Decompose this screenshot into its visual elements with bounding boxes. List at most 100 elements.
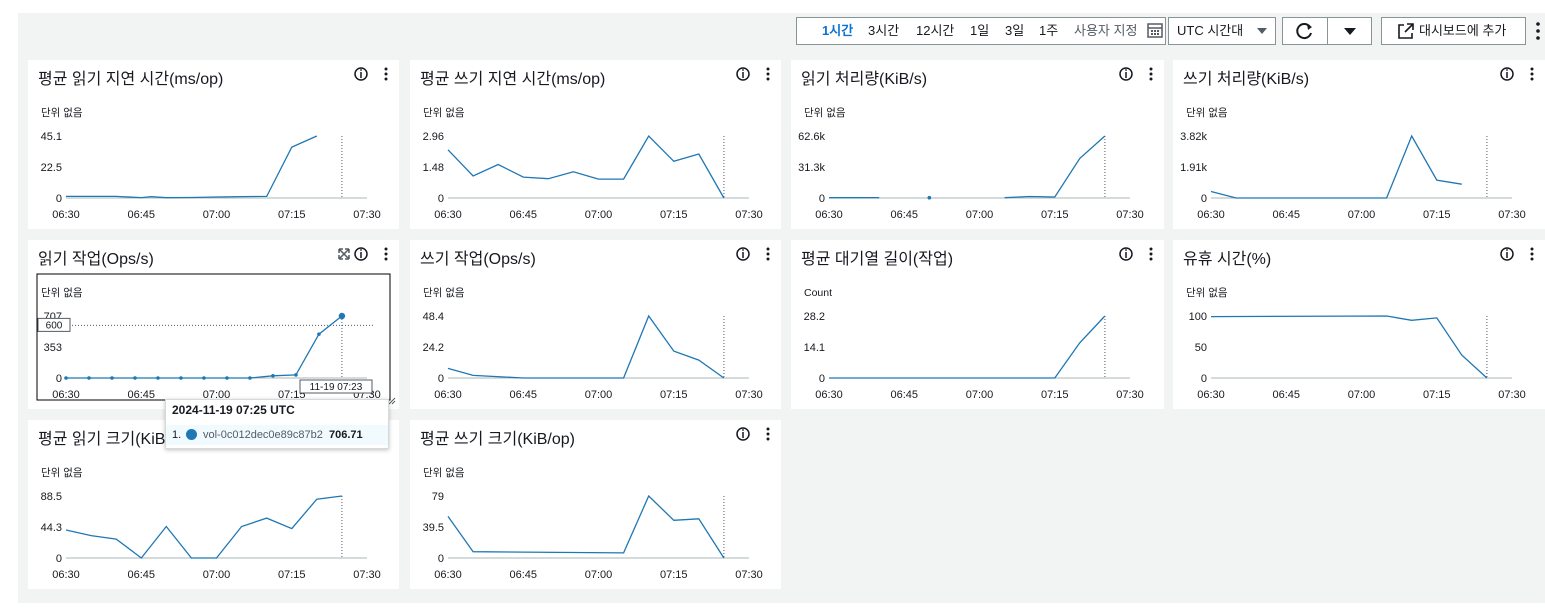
panel-title: 평균 쓰기 크기(KiB/op) [420,431,576,448]
range-custom[interactable]: 사용자 지정 [1074,23,1138,38]
timezone-label: UTC 시간대 [1177,23,1244,38]
panel-title: 쓰기 작업(Ops/s) [420,251,536,268]
y-tick-label: 0 [438,373,444,385]
more-options-icon[interactable] [766,67,770,81]
y-tick-label: 24.2 [423,342,444,354]
x-tick-label: 07:15 [660,389,688,401]
x-tick-label: 07:15 [278,569,306,581]
x-tick-label: 07:15 [660,209,688,221]
add-to-dashboard-button[interactable]: 대시보드에 추가 [1381,17,1526,45]
y-tick-label: 88.5 [41,491,62,503]
panel-title: 읽기 작업(Ops/s) [38,251,154,268]
info-icon[interactable] [354,247,368,261]
expand-icon[interactable] [338,248,350,260]
threshold-label: 600 [46,320,63,331]
panel-title: 평균 읽기 크기(KiB/op) [38,431,194,448]
x-tick-label: 07:30 [353,209,381,221]
x-tick-label: 06:45 [127,569,155,581]
x-tick-label: 06:30 [1197,209,1225,221]
more-options-icon[interactable] [1530,67,1534,81]
x-tick-label: 07:15 [278,209,306,221]
refresh-options-button[interactable] [1328,17,1372,45]
panel-avg-queue-length: Count 28.2 14.1 0 06:30 06:45 07:00 07:15 07:30 평… [791,240,1164,409]
x-tick-label: 07:15 [660,569,688,581]
info-icon[interactable] [1119,67,1133,81]
chart-svg[interactable]: Count 28.2 14.1 0 06:30 06:45 07:00 07:15 07:30 [791,240,1164,409]
panel-write-throughput: 단위 없음 3.82k 1.91k 0 06:30 06:45 07:00 07:15 07:3… [1173,60,1545,229]
threshold-label-box [37,317,71,332]
x-tick-label: 06:45 [127,209,155,221]
range-1d[interactable]: 1일 [970,23,990,38]
range-1h[interactable]: 1시간 [822,23,854,38]
chart-svg[interactable]: 단위 없음 79 39.5 0 06:30 06:45 07:00 07:15 07:30 [410,420,781,589]
unit-label: 단위 없음 [41,286,83,299]
x-tick-label: 07:30 [1116,209,1144,221]
series-point [317,332,321,336]
caret-down-icon [1257,28,1267,34]
info-icon[interactable] [736,427,750,441]
info-icon[interactable] [1500,67,1514,81]
y-tick-label: 0 [56,553,62,565]
x-tick-label: 07:15 [1041,389,1069,401]
series-dot-icon [186,429,197,440]
x-tick-label: 07:30 [1116,389,1144,401]
more-options-icon[interactable] [766,427,770,441]
range-1w[interactable]: 1주 [1039,23,1059,38]
x-tick-label: 07:00 [1348,209,1376,221]
resize-handle-icon[interactable] [388,397,396,405]
tooltip-volume: vol-0c012dec0e89c87b2 [203,429,323,441]
x-tick-label: 07:30 [353,569,381,581]
y-tick-label: 14.1 [804,342,825,354]
y-tick-label: 0 [56,373,62,385]
range-12h[interactable]: 12시간 [916,23,955,38]
x-tick-label: 07:30 [1498,389,1526,401]
panel-title: 읽기 처리량(KiB/s) [801,71,928,88]
timezone-select[interactable]: UTC 시간대 [1168,17,1276,45]
y-tick-label: 3.82k [1180,131,1207,143]
chart-svg[interactable]: 단위 없음 3.82k 1.91k 0 06:30 06:45 07:00 07:15 07:3… [1173,60,1545,229]
refresh-icon [1296,23,1312,40]
series-line [447,314,725,379]
chart-svg[interactable]: 단위 없음 100 50 0 06:30 06:45 07:00 07:15 07:30 [1173,240,1545,409]
series-line [66,135,318,199]
chart-svg[interactable]: 단위 없음 2.96 1.48 0 06:30 06:45 07:00 07:15 07:30 [410,60,781,229]
y-tick-label: 39.5 [423,522,444,534]
x-tick-label: 07:00 [203,569,231,581]
info-icon[interactable] [354,67,368,81]
chart-svg[interactable]: 단위 없음 62.6k 31.3k 0 06:30 06:45 07:00 07:15 07:3… [791,60,1164,229]
y-tick-label: 0 [1201,373,1207,385]
info-icon[interactable] [736,247,750,261]
refresh-button[interactable] [1282,17,1328,45]
range-3h[interactable]: 3시간 [868,23,900,38]
y-tick-label: 79 [432,491,444,503]
x-tick-label: 06:30 [434,389,462,401]
range-3d[interactable]: 3일 [1005,23,1025,38]
y-tick-label: 28.2 [804,311,825,323]
unit-label: 단위 없음 [1186,106,1228,119]
more-options-icon[interactable] [1530,247,1534,261]
info-icon[interactable] [1119,247,1133,261]
panel-write-ops: 단위 없음 48.4 24.2 0 06:30 06:45 07:00 07:15 07:30 쓰… [410,240,781,409]
caret-down-icon [1344,28,1356,35]
chart-svg[interactable]: 단위 없음 45.1 22.5 0 06:30 06:45 07:00 07:15 07:30 [28,60,399,229]
x-tick-label: 06:45 [509,569,537,581]
x-tick-label: 07:30 [735,389,763,401]
calendar-icon[interactable] [1146,21,1164,39]
x-tick-label: 06:30 [1197,389,1225,401]
series-line [1210,134,1462,199]
x-tick-label: 07:15 [278,389,306,401]
info-icon[interactable] [736,67,750,81]
more-options-icon[interactable] [384,67,388,81]
x-tick-label: 07:00 [203,209,231,221]
y-tick-label: 44.3 [41,522,62,534]
more-options-icon[interactable] [384,247,388,261]
unit-label: 단위 없음 [804,106,846,119]
more-options-icon[interactable] [766,247,770,261]
more-options-icon[interactable] [1534,20,1542,42]
info-icon[interactable] [1500,247,1514,261]
more-options-icon[interactable] [1149,247,1153,261]
more-options-icon[interactable] [1149,67,1153,81]
x-tick-label: 06:45 [890,209,918,221]
chart-svg[interactable]: 단위 없음 48.4 24.2 0 06:30 06:45 07:00 07:15 07:30 [410,240,781,409]
